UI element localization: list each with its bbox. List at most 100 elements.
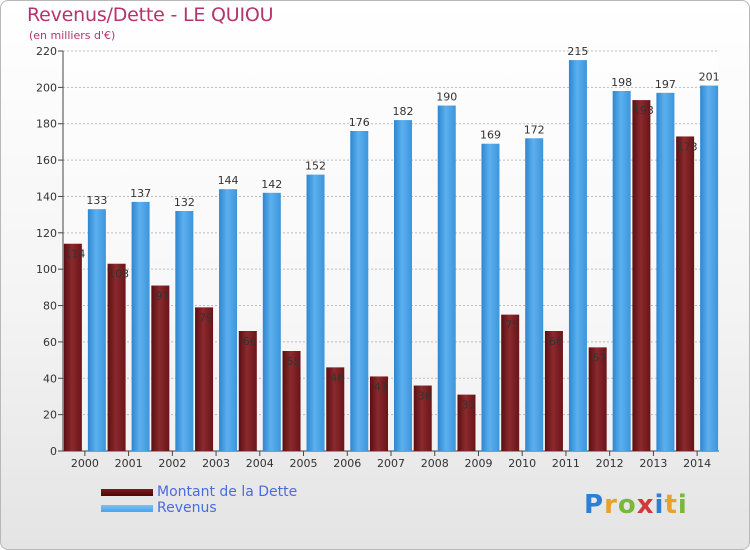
data-label-dette: 41 (374, 380, 388, 393)
bar-revenus (131, 201, 150, 451)
bar-dette (413, 385, 432, 451)
x-tick-label: 2004 (246, 457, 274, 470)
bar-revenus (175, 211, 194, 451)
data-label-dette: 79 (199, 311, 213, 324)
x-tick-label: 2014 (683, 457, 711, 470)
bar-revenus (394, 120, 412, 451)
data-label-dette: 114 (64, 248, 85, 261)
data-label-dette: 173 (677, 140, 698, 153)
bar-revenus (350, 131, 369, 451)
legend-swatch-dette (101, 489, 153, 496)
bar-dette (370, 376, 388, 451)
legend-swatch-revenus (101, 505, 153, 512)
x-tick-label: 2001 (115, 457, 143, 470)
y-tick-label: 140 (36, 190, 57, 203)
data-label-revenus: 201 (699, 71, 720, 84)
bar-dette (501, 314, 520, 451)
bar-dette (632, 100, 651, 451)
data-label-dette: 66 (243, 335, 257, 348)
data-label-revenus: 137 (130, 187, 151, 200)
bar-revenus (481, 143, 500, 451)
y-tick-label: 220 (36, 45, 57, 58)
data-label-dette: 46 (330, 371, 344, 384)
y-tick-label: 0 (50, 445, 57, 458)
logo-letter: i (677, 490, 688, 520)
data-label-revenus: 182 (393, 105, 414, 118)
bar-revenus (700, 85, 719, 451)
data-label-dette: 55 (287, 355, 301, 368)
data-label-revenus: 172 (524, 123, 545, 136)
data-label-revenus: 144 (218, 174, 239, 187)
x-tick-label: 2008 (421, 457, 449, 470)
data-label-dette: 31 (461, 399, 475, 412)
bar-revenus (306, 174, 325, 452)
logo-letter: x (636, 490, 655, 520)
bar-revenus (612, 91, 631, 451)
data-label-revenus: 215 (567, 45, 588, 58)
logo-letter: t (664, 490, 678, 520)
data-label-dette: 36 (418, 390, 432, 403)
data-label-dette: 75 (505, 319, 519, 332)
y-tick-label: 160 (36, 154, 57, 167)
x-tick-label: 2012 (596, 457, 624, 470)
x-tick-label: 2006 (333, 457, 361, 470)
y-tick-label: 200 (36, 81, 57, 94)
x-tick-label: 2005 (290, 457, 318, 470)
bar-dette (544, 331, 563, 451)
plot-area (63, 51, 719, 451)
logo-letter: P (584, 490, 605, 520)
bar-dette (63, 243, 82, 451)
x-tick-label: 2013 (639, 457, 667, 470)
bar-dette (238, 331, 257, 451)
x-tick-label: 2010 (508, 457, 536, 470)
data-label-revenus: 142 (261, 178, 282, 191)
bar-dette (195, 307, 214, 451)
bar-dette (588, 347, 607, 451)
x-tick-label: 2007 (377, 457, 405, 470)
x-tick-label: 2000 (71, 457, 99, 470)
y-tick-label: 60 (43, 336, 57, 349)
bar-revenus (87, 209, 106, 451)
bar-revenus (262, 192, 281, 451)
data-label-revenus: 198 (611, 76, 632, 89)
bar-dette (151, 285, 170, 451)
bar-revenus (568, 60, 587, 451)
y-tick-label: 80 (43, 300, 57, 313)
data-label-revenus: 176 (349, 116, 370, 129)
legend-label-dette: Montant de la Dette (157, 484, 298, 500)
bar-dette (457, 394, 476, 451)
x-tick-label: 2002 (158, 457, 186, 470)
legend-label-revenus: Revenus (157, 500, 217, 516)
data-label-dette: 91 (155, 290, 169, 303)
data-label-revenus: 169 (480, 129, 501, 142)
bar-dette (107, 263, 126, 451)
chart-title: Revenus/Dette - LE QUIOU (27, 4, 274, 26)
data-label-dette: 66 (549, 335, 563, 348)
data-label-revenus: 133 (86, 194, 107, 207)
bar-revenus (525, 138, 544, 452)
data-label-dette: 57 (593, 351, 607, 364)
logo-letter: r (604, 490, 618, 520)
proxiti-logo: Proxiti (584, 490, 688, 520)
bar-revenus (219, 189, 238, 451)
data-label-dette: 103 (108, 268, 129, 281)
bar-dette (326, 367, 345, 451)
y-tick-label: 20 (43, 409, 57, 422)
data-label-revenus: 152 (305, 160, 326, 173)
x-tick-label: 2009 (464, 457, 492, 470)
data-label-revenus: 190 (436, 91, 457, 104)
bar-revenus (656, 92, 675, 452)
y-tick-label: 120 (36, 227, 57, 240)
y-tick-label: 40 (43, 372, 57, 385)
data-label-dette: 193 (633, 104, 654, 117)
data-label-revenus: 132 (174, 196, 195, 209)
y-tick-label: 100 (36, 263, 57, 276)
bar-revenus (437, 105, 456, 451)
bar-dette (282, 351, 301, 451)
logo-letter: o (617, 490, 637, 520)
data-label-revenus: 197 (655, 78, 676, 91)
x-tick-label: 2003 (202, 457, 230, 470)
x-tick-label: 2011 (552, 457, 580, 470)
